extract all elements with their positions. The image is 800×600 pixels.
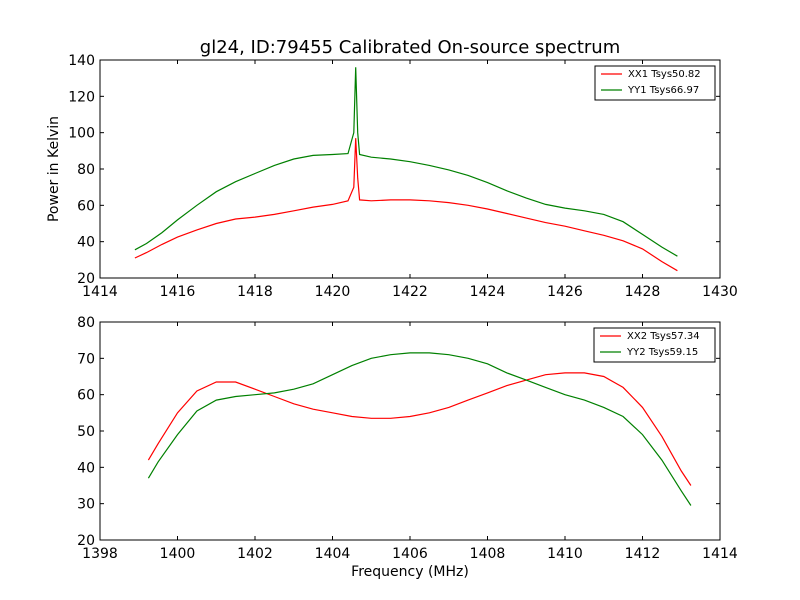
y-axis-label: Power in Kelvin: [46, 116, 62, 222]
y-tick-label: 40: [77, 235, 95, 251]
y-tick-label: 80: [77, 162, 95, 178]
y-tick-label: 20: [77, 271, 95, 287]
x-tick-label: 1426: [547, 284, 583, 300]
y-tick-label: 50: [77, 424, 95, 440]
y-tick-label: 100: [68, 126, 95, 142]
x-tick-label: 1406: [392, 546, 428, 562]
x-tick-label: 1408: [470, 546, 506, 562]
x-tick-label: 1424: [470, 284, 506, 300]
legend-box: [593, 327, 716, 363]
y-tick-label: 80: [77, 315, 95, 331]
x-tick-label: 1414: [82, 284, 118, 300]
legend-bottom: XX2 Tsys57.34 YY2 Tsys59.15: [593, 327, 716, 363]
x-tick-label: 1420: [315, 284, 351, 300]
legend-box: [594, 65, 716, 101]
y-tick-label: 70: [77, 351, 95, 367]
bottom-panel: Frequency (MHz) 1398 1400 1402 1404 1406 1408…: [77, 315, 738, 580]
x-tick-label: 1400: [160, 546, 196, 562]
x-axis-label: Frequency (MHz): [351, 564, 469, 580]
legend-label-yy1: YY1 Tsys66.97: [627, 85, 699, 96]
legend-top: XX1 Tsys50.82 YY1 Tsys66.97: [594, 65, 716, 101]
y-tick-label: 40: [77, 460, 95, 476]
x-tick-label: 1414: [702, 546, 738, 562]
plot-area-bottom: 1398 1400 1402 1404 1406 1408 1410 1412 1414 20 30…: [77, 315, 738, 562]
x-tick-label: 1402: [237, 546, 273, 562]
legend-label-yy2: YY2 Tsys59.15: [626, 347, 698, 358]
chart-title: gl24, ID:79455 Calibrated On-source spec…: [200, 37, 620, 58]
top-panel: gl24, ID:79455 Calibrated On-source spec…: [46, 37, 738, 300]
series-line-xx1: [134, 138, 678, 272]
legend-label-xx2: XX2 Tsys57.34: [627, 331, 700, 342]
series-line-yy1: [134, 67, 678, 257]
y-tick-label: 140: [68, 53, 95, 69]
y-tick-label: 120: [68, 89, 95, 105]
legend-label-xx1: XX1 Tsys50.82: [628, 69, 701, 80]
x-tick-label: 1418: [237, 284, 273, 300]
y-tick-label: 60: [77, 198, 95, 214]
x-tick-label: 1422: [392, 284, 428, 300]
y-tick-label: 30: [77, 497, 95, 513]
y-tick-label: 60: [77, 388, 95, 404]
series-line-yy2: [147, 352, 692, 506]
x-tick-label: 1398: [82, 546, 118, 562]
plot-area-top: 1414 1416 1418 1420 1422 1424 1426 1428 1430 20 40…: [68, 53, 738, 300]
x-tick-label: 1416: [160, 284, 196, 300]
y-tick-label: 20: [77, 533, 95, 549]
x-tick-label: 1410: [547, 546, 583, 562]
x-tick-label: 1404: [315, 546, 351, 562]
x-tick-label: 1428: [625, 284, 661, 300]
x-tick-label: 1430: [702, 284, 738, 300]
x-tick-label: 1412: [625, 546, 661, 562]
series-line-xx2: [147, 372, 692, 486]
